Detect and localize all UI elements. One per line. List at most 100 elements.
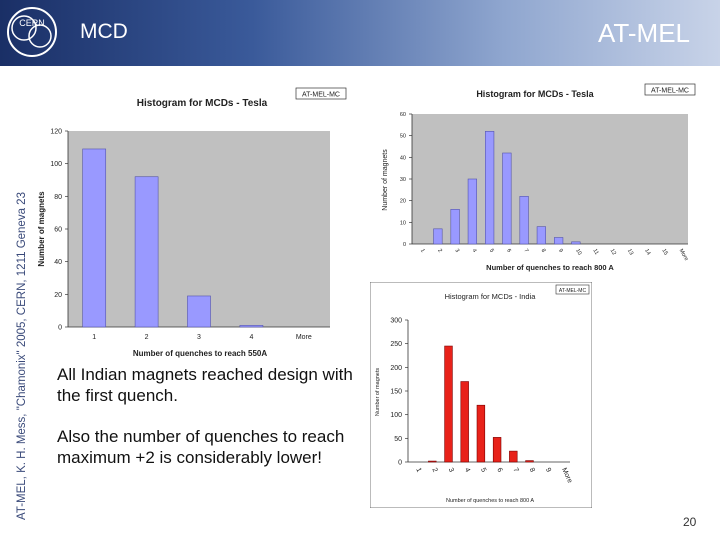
chart-india-800a: Histogram for MCDs - India AT-MEL-MC 0 50… [370, 282, 592, 508]
y-tick-label: 60 [400, 112, 406, 118]
body-paragraph-1: All Indian magnets reached design with t… [57, 365, 353, 405]
bar [536, 226, 546, 245]
chart1-title: Histogram for MCDs - Tesla [137, 98, 268, 109]
y-tick-label: 0 [403, 242, 406, 248]
x-tick-label: 4 [471, 248, 478, 254]
bar [433, 228, 443, 245]
y-tick-label: 60 [54, 226, 62, 233]
chart1-tag-box [295, 87, 347, 100]
bar [467, 178, 477, 245]
x-tick-label: 7 [522, 248, 529, 254]
x-tick-label: 1 [92, 334, 96, 341]
chart2-xlabel: Number of quenches to reach 800 A [486, 263, 614, 272]
chart3-xlabel: Number of quenches to reach 800 A [446, 498, 534, 504]
chart-tesla-800a: Histogram for MCDs - Tesla AT-MEL-MC 0 10… [375, 80, 700, 278]
x-tick-label: 1 [419, 248, 426, 254]
chart2-ylabel: Number of magnets [382, 149, 389, 211]
chart1-ylabel: Number of magnets [37, 191, 46, 267]
bar [485, 131, 495, 245]
x-tick-label: 7 [511, 467, 519, 474]
x-tick-label: 14 [643, 248, 651, 256]
bar [554, 237, 564, 245]
bar [82, 148, 107, 328]
y-tick-label: 10 [400, 220, 406, 226]
chart2-tag: AT-MEL-MC [651, 88, 689, 95]
x-tick-label: 2 [430, 467, 438, 474]
logo-text: CERN [19, 18, 45, 28]
x-tick-label: 6 [495, 467, 503, 474]
x-tick-label: 5 [488, 248, 495, 254]
bar [476, 404, 486, 463]
x-tick-label: 12 [609, 248, 617, 256]
y-tick-label: 250 [390, 341, 402, 348]
bar [428, 460, 437, 463]
x-tick-label: 3 [447, 467, 455, 474]
bar [509, 450, 518, 463]
bar [134, 176, 159, 328]
y-tick-label: 0 [58, 324, 62, 331]
y-tick-label: 30 [400, 177, 406, 183]
x-tick-label: 3 [197, 334, 201, 341]
page-number: 20 [683, 515, 697, 529]
bar [444, 345, 453, 463]
y-tick-label: 20 [400, 199, 406, 205]
x-tick-label: 13 [626, 248, 634, 256]
y-tick-label: 40 [54, 259, 62, 266]
y-tick-label: 20 [54, 292, 62, 299]
x-tick-label: 5 [479, 467, 487, 474]
header-left-title: MCD [80, 20, 128, 43]
cern-logo: CERN [7, 7, 57, 57]
y-tick-label: 0 [398, 459, 402, 466]
chart2-title: Histogram for MCDs - Tesla [476, 89, 594, 99]
bar [502, 152, 512, 245]
body-paragraph-2: Also the number of quenches to reach max… [57, 427, 345, 467]
chart2-tag-box [644, 83, 696, 96]
side-footer-text: AT-MEL, K. H. Mess, "Chamonix" 2005, CER… [16, 192, 28, 520]
chart3-ylabel: Number of magnets [375, 368, 381, 417]
x-tick-label: 2 [145, 334, 149, 341]
y-tick-label: 50 [400, 134, 406, 140]
chart1-tag: AT-MEL-MC [302, 92, 340, 99]
x-tick-label: 10 [574, 248, 582, 256]
x-tick-label: 8 [540, 248, 547, 254]
bar [525, 460, 534, 463]
chart3-title: Histogram for MCDs - India [445, 292, 537, 301]
chart1-xlabel: Number of quenches to reach 550A [133, 349, 267, 358]
y-tick-label: 50 [394, 436, 402, 443]
body-text: All Indian magnets reached design with t… [57, 364, 357, 488]
bar [519, 196, 529, 245]
x-tick-label: 15 [660, 248, 668, 256]
chart1-plot-area [68, 131, 330, 327]
chart3-tag: AT-MEL-MC [559, 288, 587, 294]
x-tick-label: More [678, 248, 689, 262]
x-tick-label: More [296, 334, 312, 341]
chart3-tag-box [555, 284, 590, 295]
bar [187, 295, 211, 328]
y-tick-label: 100 [50, 161, 62, 168]
y-tick-label: 150 [390, 388, 402, 395]
bar [450, 209, 460, 245]
bar [571, 241, 581, 245]
y-tick-label: 300 [390, 317, 402, 324]
y-tick-label: 100 [390, 412, 402, 419]
x-tick-label: 8 [528, 467, 536, 474]
x-tick-label: 2 [436, 248, 443, 254]
y-tick-label: 120 [50, 128, 62, 135]
bar [492, 437, 502, 463]
x-tick-label: 4 [249, 334, 253, 341]
bar [460, 381, 469, 463]
x-tick-label: 6 [505, 248, 512, 254]
x-tick-label: 4 [463, 467, 471, 474]
x-tick-label: 11 [591, 248, 599, 256]
chart-tesla-550a: Histogram for MCDs - Tesla AT-MEL-MC 0 20… [30, 84, 350, 366]
y-tick-label: 80 [54, 194, 62, 201]
header-right-title: AT-MEL [598, 18, 690, 48]
y-tick-label: 40 [400, 155, 406, 161]
x-tick-label: 3 [453, 248, 460, 254]
y-tick-label: 200 [390, 365, 402, 372]
x-tick-label: 9 [557, 248, 564, 254]
header-bar: CERN MCD AT-MEL [0, 0, 720, 66]
x-tick-label: 9 [544, 467, 552, 474]
x-tick-label: 1 [414, 467, 422, 474]
